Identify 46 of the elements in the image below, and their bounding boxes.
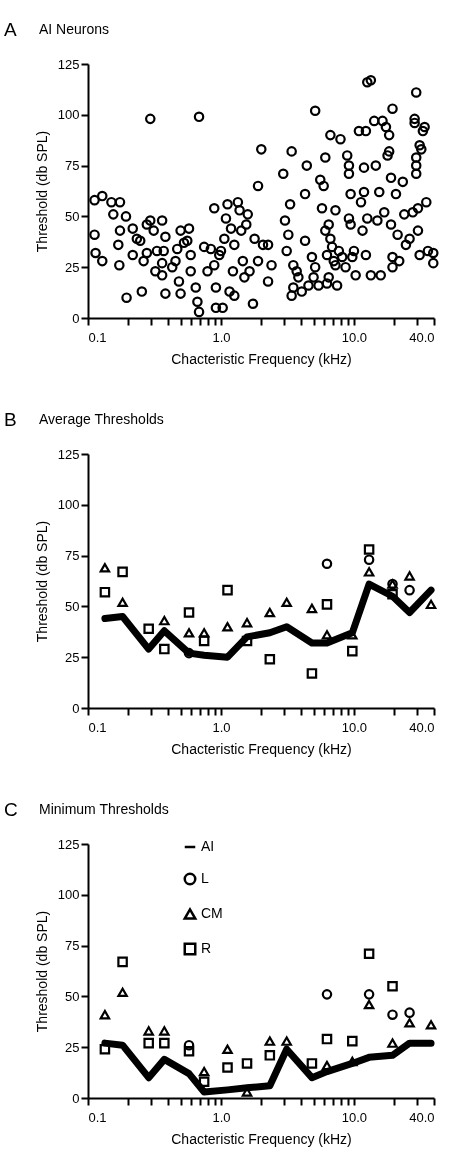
y-tick-label: 25 bbox=[65, 259, 80, 275]
chart-title: Average Thresholds bbox=[39, 411, 164, 427]
y-tick-label: 75 bbox=[65, 548, 80, 564]
y-tick-label: 0 bbox=[72, 700, 80, 716]
y-tick-label: 0 bbox=[72, 310, 80, 326]
y-tick-label: 100 bbox=[57, 107, 80, 123]
text: C bbox=[4, 799, 18, 820]
y-tick-label: 0 bbox=[72, 1090, 80, 1106]
y-tick-label: 100 bbox=[57, 887, 80, 903]
x-tick-label: 0.1 bbox=[88, 719, 107, 735]
y-tick-label: 125 bbox=[57, 446, 80, 462]
y-tick-label: 25 bbox=[65, 649, 80, 665]
y-tick-label: 50 bbox=[65, 598, 80, 614]
y-axis-title: Threshold (db SPL) bbox=[33, 910, 50, 1033]
x-axis-title: Chacteristic Frequency (kHz) bbox=[171, 350, 352, 367]
y-tick-label: 125 bbox=[57, 56, 80, 72]
text: B bbox=[4, 409, 17, 430]
x-axis-title: Chacteristic Frequency (kHz) bbox=[171, 1130, 352, 1147]
legend-label: AI bbox=[201, 838, 215, 854]
text: A bbox=[4, 19, 17, 40]
y-tick-label: 100 bbox=[57, 497, 80, 513]
y-axis-title: Threshold (db SPL) bbox=[33, 130, 50, 253]
x-tick-label: 1.0 bbox=[212, 329, 231, 345]
y-tick-label: 50 bbox=[65, 208, 80, 224]
x-tick-label: 1.0 bbox=[212, 1109, 231, 1125]
legend-label: CM bbox=[201, 905, 223, 921]
x-tick-label: 40.0 bbox=[409, 719, 435, 735]
y-tick-label: 50 bbox=[65, 988, 80, 1004]
x-axis-title: Chacteristic Frequency (kHz) bbox=[171, 740, 352, 757]
y-tick-label: 25 bbox=[65, 1039, 80, 1055]
x-tick-label: 0.1 bbox=[88, 1109, 107, 1125]
x-tick-label: 0.1 bbox=[88, 329, 107, 345]
x-tick-label: 10.0 bbox=[341, 1109, 368, 1125]
y-axis-title: Threshold (db SPL) bbox=[33, 520, 50, 643]
legend-label: L bbox=[201, 870, 209, 886]
y-tick-label: 125 bbox=[57, 836, 80, 852]
x-tick-label: 1.0 bbox=[212, 719, 231, 735]
chart-title: AI Neurons bbox=[39, 21, 110, 37]
x-tick-label: 40.0 bbox=[409, 329, 435, 345]
y-tick-label: 75 bbox=[65, 158, 80, 174]
x-tick-label: 40.0 bbox=[409, 1109, 435, 1125]
x-tick-label: 10.0 bbox=[341, 719, 368, 735]
chart-title: Minimum Thresholds bbox=[39, 801, 169, 817]
legend-label: R bbox=[201, 940, 212, 956]
x-tick-label: 10.0 bbox=[341, 329, 368, 345]
y-tick-label: 75 bbox=[65, 938, 80, 954]
